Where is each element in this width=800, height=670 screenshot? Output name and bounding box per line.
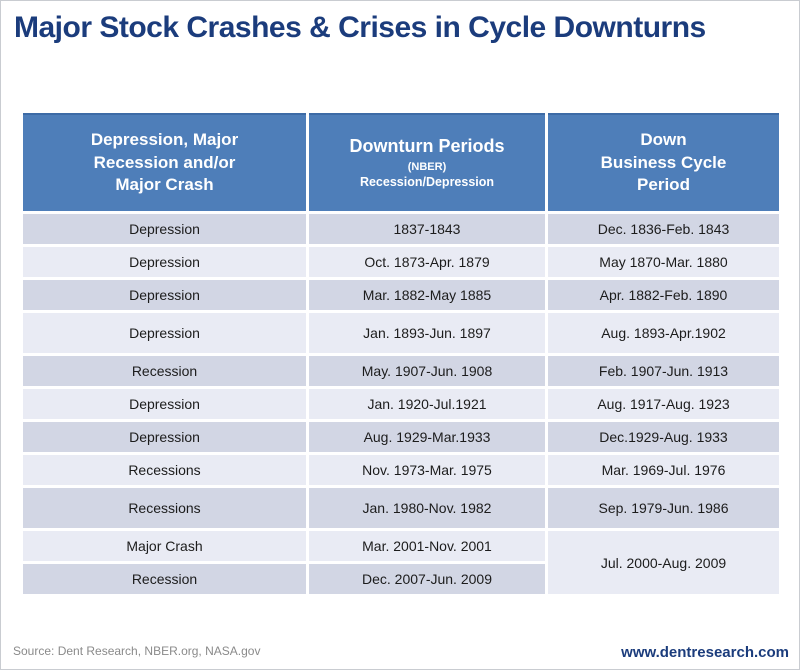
col-header-nber-label: (NBER) (407, 160, 447, 173)
cell-cycle-period-merged: Jul. 2000-Aug. 2009 (548, 531, 779, 594)
cell-cycle-period: Dec.1929-Aug. 1933 (548, 422, 779, 452)
cell-cycle-period: Apr. 1882-Feb. 1890 (548, 280, 779, 310)
cell-crisis-type: Depression (23, 313, 306, 353)
table-row: Recession May. 1907-Jun. 1908 Feb. 1907-… (23, 356, 779, 386)
cell-downturn-period: Mar. 1882-May 1885 (309, 280, 545, 310)
cell-downturn-period: Mar. 2001-Nov. 2001 (309, 531, 545, 561)
header-row: Depression, Major Recession and/or Major… (23, 113, 779, 211)
crash-table: Depression, Major Recession and/or Major… (20, 110, 782, 597)
col-header-downturn-periods: Downturn Periods (NBER) Recession/Depres… (309, 113, 545, 211)
cell-cycle-period: Aug. 1893-Apr.1902 (548, 313, 779, 353)
col-header-downturn-title: Downturn Periods (349, 136, 505, 157)
col-header-crisis-type: Depression, Major Recession and/or Major… (23, 113, 306, 211)
table-row: Recessions Jan. 1980-Nov. 1982 Sep. 1979… (23, 488, 779, 528)
cell-downturn-period: Dec. 2007-Jun. 2009 (309, 564, 545, 594)
cell-downturn-period: Aug. 1929-Mar.1933 (309, 422, 545, 452)
cell-downturn-period: Jan. 1893-Jun. 1897 (309, 313, 545, 353)
cell-downturn-period: Nov. 1973-Mar. 1975 (309, 455, 545, 485)
table-row: Depression Jan. 1920-Jul.1921 Aug. 1917-… (23, 389, 779, 419)
cell-crisis-type: Recessions (23, 455, 306, 485)
cell-downturn-period: Jan. 1980-Nov. 1982 (309, 488, 545, 528)
table-row: Depression Aug. 1929-Mar.1933 Dec.1929-A… (23, 422, 779, 452)
website-link[interactable]: www.dentresearch.com (621, 644, 789, 661)
page-title: Major Stock Crashes & Crises in Cycle Do… (14, 11, 706, 44)
source-note: Source: Dent Research, NBER.org, NASA.go… (13, 644, 261, 658)
table-row: Depression 1837-1843 Dec. 1836-Feb. 1843 (23, 214, 779, 244)
table-row: Recession Dec. 2007-Jun. 2009 (23, 564, 779, 594)
col-header-business-cycle: Down Business Cycle Period (548, 113, 779, 211)
cell-crisis-type: Recession (23, 356, 306, 386)
cell-crisis-type: Depression (23, 422, 306, 452)
cell-downturn-period: 1837-1843 (309, 214, 545, 244)
cell-cycle-period: Aug. 1917-Aug. 1923 (548, 389, 779, 419)
table-row: Depression Oct. 1873-Apr. 1879 May 1870-… (23, 247, 779, 277)
table-row: Major Crash Mar. 2001-Nov. 2001 Jul. 200… (23, 531, 779, 594)
cell-downturn-period: Jan. 1920-Jul.1921 (309, 389, 545, 419)
table-row: Depression Mar. 1882-May 1885 Apr. 1882-… (23, 280, 779, 310)
table-row: Recessions Nov. 1973-Mar. 1975 Mar. 1969… (23, 455, 779, 485)
cell-crisis-type: Depression (23, 247, 306, 277)
cell-cycle-period: Mar. 1969-Jul. 1976 (548, 455, 779, 485)
cell-cycle-period: May 1870-Mar. 1880 (548, 247, 779, 277)
col-header-recession-depression-label: Recession/Depression (359, 175, 495, 190)
cell-crisis-type: Recession (23, 564, 306, 594)
cell-cycle-period: Sep. 1979-Jun. 1986 (548, 488, 779, 528)
cell-crisis-type: Major Crash (23, 531, 306, 561)
cell-crisis-type: Depression (23, 280, 306, 310)
cell-crisis-type: Depression (23, 389, 306, 419)
table-row: Depression Jan. 1893-Jun. 1897 Aug. 1893… (23, 313, 779, 353)
cell-crisis-type: Depression (23, 214, 306, 244)
cell-downturn-period: Oct. 1873-Apr. 1879 (309, 247, 545, 277)
cell-cycle-period: Feb. 1907-Jun. 1913 (548, 356, 779, 386)
cell-downturn-period: May. 1907-Jun. 1908 (309, 356, 545, 386)
cell-crisis-type: Recessions (23, 488, 306, 528)
cell-cycle-period: Dec. 1836-Feb. 1843 (548, 214, 779, 244)
